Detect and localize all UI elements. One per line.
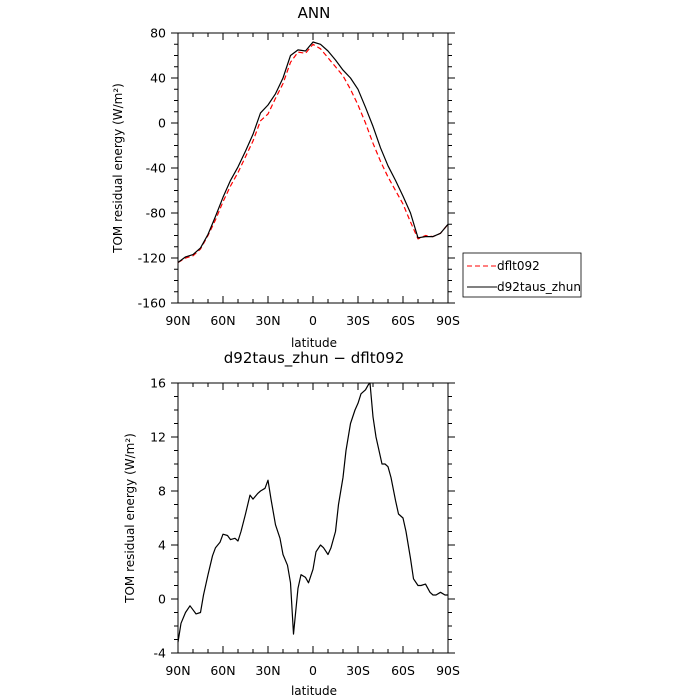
bottom-panel-ylabel: TOM residual energy (W/m²) <box>123 433 137 604</box>
bottom-panel-xlabel: latitude <box>291 684 337 698</box>
top-panel-xtick-label: 60N <box>210 313 235 328</box>
top-panel-series-d92taus-zhun <box>177 41 449 263</box>
top-panel-xtick-label: 90N <box>165 313 190 328</box>
top-panel-ytick-label: -120 <box>138 251 166 266</box>
top-panel-xlabel: latitude <box>291 336 337 350</box>
bottom-panel-ytick-label: 8 <box>158 484 166 499</box>
bottom-panel-ytick-label: 0 <box>158 592 166 607</box>
bottom-panel-xtick-label: 60S <box>391 663 415 678</box>
top-panel-ytick-label: 0 <box>158 116 166 131</box>
bottom-panel: d92taus_zhun − dflt092 TOM residual ener… <box>123 349 460 698</box>
bottom-panel-xtick-label: 90N <box>165 663 190 678</box>
top-panel: ANN TOM residual energy (W/m²) latitude … <box>111 4 460 350</box>
top-panel-ytick-label: -160 <box>138 296 166 311</box>
bottom-panel-xtick-label: 60N <box>210 663 235 678</box>
top-panel-ytick-label: -40 <box>146 161 166 176</box>
bottom-panel-ytick-label: 4 <box>158 538 166 553</box>
top-panel-frame <box>177 32 449 304</box>
legend-label-d92taus-zhun: d92taus_zhun <box>497 280 581 294</box>
top-panel-ylabel: TOM residual energy (W/m²) <box>111 83 125 254</box>
bottom-panel-ytick-label: -4 <box>154 646 167 661</box>
top-panel-xtick-label: 30N <box>255 313 280 328</box>
bottom-panel-title: d92taus_zhun − dflt092 <box>224 349 404 368</box>
bottom-panel-xtick-label: 90S <box>436 663 460 678</box>
legend-box <box>462 252 582 298</box>
top-panel-xtick-label: 60S <box>391 313 415 328</box>
top-panel-series-dflt092 <box>177 43 449 264</box>
bottom-panel-xtick-label: 30N <box>255 663 280 678</box>
bottom-panel-ytick-label: 12 <box>150 430 166 445</box>
top-panel-ytick-label: 40 <box>150 71 166 86</box>
top-panel-title: ANN <box>298 4 331 22</box>
top-panel-xtick-label: 30S <box>346 313 370 328</box>
top-panel-xtick-label: 90S <box>436 313 460 328</box>
top-panel-ytick-label: -80 <box>146 206 166 221</box>
bottom-panel-xtick-label: 0 <box>309 663 317 678</box>
bottom-panel-xtick-label: 30S <box>346 663 370 678</box>
bottom-panel-ytick-label: 16 <box>150 376 166 391</box>
legend: dflt092 d92taus_zhun <box>462 252 582 298</box>
top-panel-ytick-label: 80 <box>150 26 166 41</box>
bottom-panel-series-difference <box>177 382 448 643</box>
top-panel-xtick-label: 0 <box>309 313 317 328</box>
legend-label-dflt092: dflt092 <box>497 259 540 273</box>
bottom-panel-frame <box>177 382 449 654</box>
